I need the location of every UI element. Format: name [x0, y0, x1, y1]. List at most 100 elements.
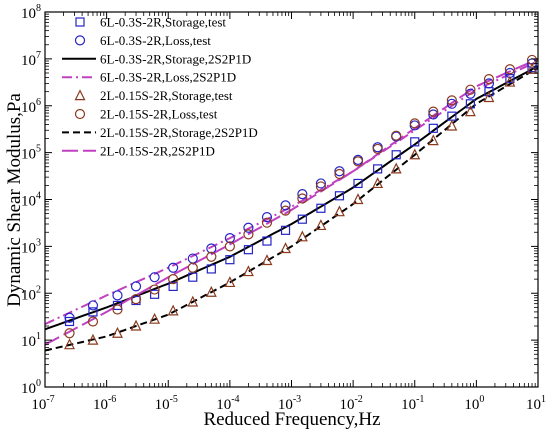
data-point: [483, 74, 495, 85]
data-point: [112, 304, 123, 315]
data-point: [391, 130, 402, 141]
data-point: [225, 255, 235, 265]
data-point: [188, 272, 198, 282]
x-tick-label: 10-5: [155, 394, 178, 413]
data-point: [149, 284, 160, 295]
data-point: [465, 84, 476, 95]
axes-layer: 10-7 10-6 10-5 10-4 10-3 10-2 10-1 100 101 100 101…: [21, 3, 546, 413]
data-point: [280, 242, 291, 254]
data-point: [112, 290, 123, 301]
y-tick-label: 100: [21, 378, 41, 397]
data-point: [353, 178, 363, 189]
data-point: [334, 191, 345, 201]
data-point: [243, 245, 254, 255]
data-point: [243, 229, 254, 240]
data-point: [464, 105, 476, 117]
legend-entry: 2L-0.15S-2R,2S2P1D: [62, 143, 215, 158]
data-point: [505, 73, 515, 84]
data-point: [315, 178, 327, 189]
data-point: [427, 134, 439, 146]
data-point: [446, 95, 457, 106]
data-point: [280, 205, 291, 216]
data-point: [261, 217, 273, 228]
x-tick-label: 10-3: [278, 394, 301, 413]
data-point: [224, 276, 236, 288]
series-layer: [44, 54, 539, 352]
plot-frame: [44, 11, 539, 388]
y-tick-label: 107: [21, 50, 41, 69]
data-point: [112, 300, 123, 311]
legend-label: 6L-0.3S-2R,Loss,2S2P1D: [100, 70, 236, 85]
data-point: [243, 222, 254, 233]
plot-background: [45, 12, 538, 387]
data-point: [373, 164, 383, 174]
series-line-path: [44, 57, 539, 346]
data-point: [297, 189, 308, 200]
data-point: [280, 225, 291, 235]
data-point: [130, 294, 142, 305]
data-point: [87, 333, 99, 345]
y-tick-label: 103: [21, 237, 41, 256]
data-point: [297, 193, 308, 204]
y-tick-label: 102: [21, 284, 41, 303]
x-tick-label: 10-4: [216, 394, 239, 413]
data-point: [206, 251, 217, 262]
legend-label: 2L-0.15S-2R,Storage,2S2P1D: [100, 125, 258, 140]
legend-entry: 2L-0.15S-2R,Storage,test: [74, 88, 233, 103]
data-point: [168, 281, 178, 292]
data-point: [87, 300, 99, 311]
legend-label: 2L-0.15S-2R,Loss,test: [100, 107, 218, 122]
data-point: [224, 233, 235, 244]
data-point: [168, 274, 179, 285]
series-line-path: [44, 66, 539, 352]
series-markers-1: [64, 58, 538, 323]
y-axis-title: Dynamic Shear Modulus,Pa: [4, 93, 25, 307]
data-point: [149, 312, 161, 324]
series-markers-4: [64, 62, 538, 350]
y-tick-label: 108: [21, 3, 41, 22]
data-point: [504, 64, 516, 75]
plot-area: [45, 12, 538, 387]
data-point: [315, 181, 327, 192]
data-point: [261, 254, 273, 266]
data-point: [167, 304, 179, 316]
data-point: [316, 203, 326, 213]
legend-entry: 6L-0.3S-2R,Loss,2S2P1D: [62, 70, 236, 85]
data-point: [334, 168, 345, 180]
legend-marker: [74, 89, 86, 101]
series-markers-5: [64, 54, 538, 339]
data-point: [64, 316, 75, 327]
data-point: [261, 212, 273, 223]
x-tick-label: 100: [464, 394, 484, 413]
legend-label: 6L-0.3S-2R,Storage,test: [100, 15, 226, 30]
data-point: [428, 106, 439, 117]
data-point: [334, 166, 345, 177]
data-point: [149, 289, 160, 299]
data-point: [296, 230, 308, 242]
data-point: [409, 118, 420, 129]
legend: 6L-0.3S-2R,Storage,test 6L-0.3S-2R,Loss,t…: [62, 15, 258, 158]
data-point: [149, 272, 160, 283]
data-point: [88, 307, 98, 317]
data-point: [390, 162, 402, 174]
legend-entry: 2L-0.15S-2R,Storage,2S2P1D: [62, 125, 258, 140]
data-point: [409, 148, 421, 160]
data-point: [64, 312, 75, 323]
data-point: [333, 205, 345, 217]
data-point: [64, 328, 75, 339]
data-point: [168, 262, 179, 273]
data-point: [391, 150, 401, 160]
y-tick-label: 104: [21, 191, 41, 210]
legend-marker: [74, 35, 86, 46]
y-tick-label: 106: [21, 97, 41, 116]
legend-marker: [74, 108, 86, 120]
x-tick-label: 10-2: [339, 394, 362, 413]
legend-entry: 6L-0.3S-2R,Loss,test: [74, 33, 211, 48]
y-tick-label: 101: [21, 331, 41, 350]
x-tick-label: 10-7: [31, 394, 54, 413]
series-line-6: [44, 66, 539, 352]
data-point: [428, 123, 438, 133]
x-tick-label: 101: [526, 394, 546, 413]
legend-label: 6L-0.3S-2R,Storage,2S2P1D: [100, 51, 251, 66]
